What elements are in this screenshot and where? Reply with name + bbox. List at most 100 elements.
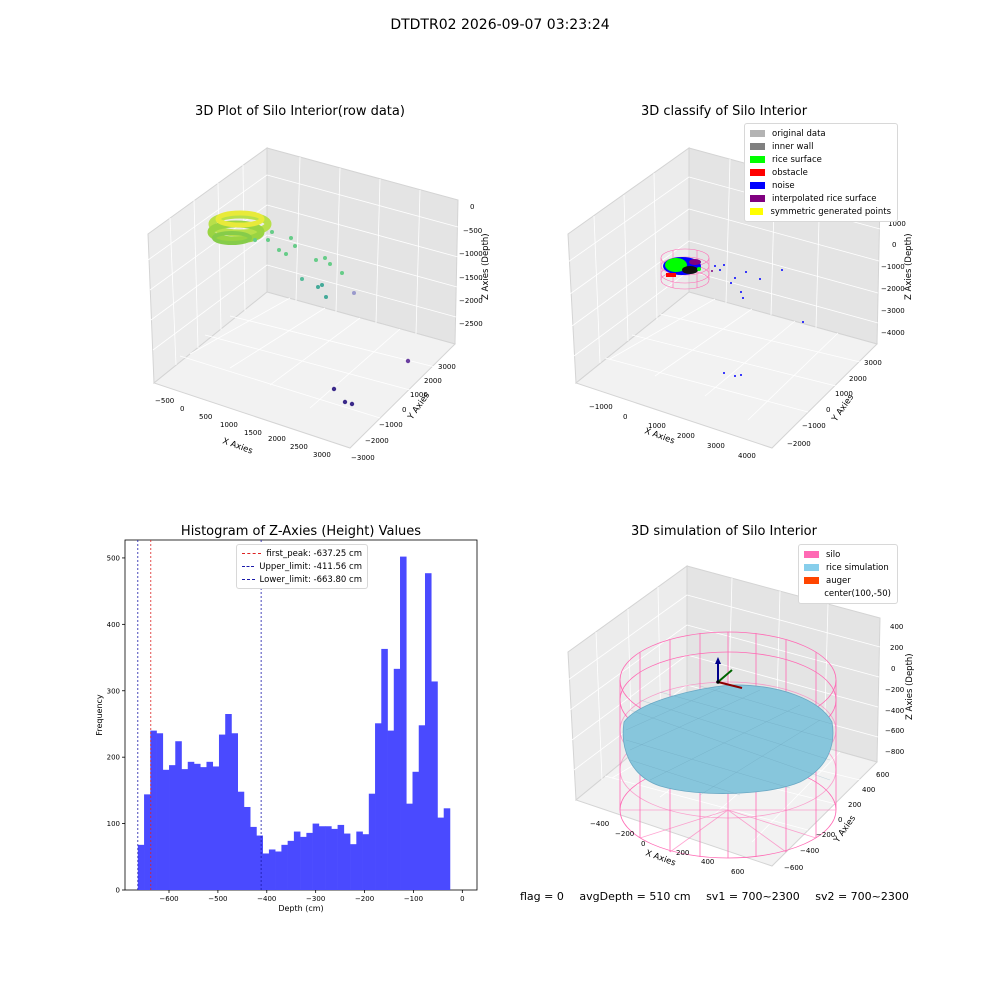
y-tick: −600 (784, 864, 803, 872)
x-tick: 200 (676, 849, 689, 857)
legend-label: center(100,-50) (824, 588, 891, 599)
x-tick: 0 (623, 413, 627, 421)
histogram-bar (393, 668, 401, 890)
legend-label: Upper_limit: -411.56 cm (259, 561, 362, 572)
legend-swatch (804, 590, 817, 597)
pane-floor (574, 291, 878, 449)
x-tick-label: −200 (355, 895, 374, 903)
histogram-bar (412, 771, 420, 890)
legend-label: noise (772, 180, 795, 191)
legend-label: auger (826, 575, 851, 586)
histogram-bar (137, 844, 145, 890)
raw-sparse-points (253, 230, 356, 299)
y-tick: 3000 (438, 363, 456, 371)
histogram-legend: first_peak: -637.25 cm Upper_limit: -411… (236, 544, 368, 589)
z-tick: −1000 (881, 263, 905, 271)
legend-entry: auger (804, 574, 891, 587)
legend-entry: first_peak: -637.25 cm (242, 547, 362, 560)
legend-swatch (750, 169, 765, 176)
y-tick: 2000 (424, 377, 442, 385)
histogram-bar (418, 725, 426, 890)
y-tick: −1000 (379, 421, 403, 429)
histogram-bar (275, 851, 282, 890)
legend-entry: Lower_limit: -663.80 cm (242, 573, 362, 586)
legend-entry: symmetric generated points (750, 205, 891, 218)
histogram-bar (156, 733, 164, 890)
x-tick-label: −400 (257, 895, 276, 903)
histogram-bar (237, 791, 245, 890)
legend-line (242, 566, 255, 567)
y-tick: 0 (402, 406, 406, 414)
z-axis-label: Z Axies (Depth) (904, 233, 914, 300)
legend-swatch (804, 564, 819, 571)
grid-lines (147, 156, 459, 419)
legend-entry: obstacle (750, 166, 891, 179)
legend-swatch (750, 143, 765, 150)
x-tick: 1000 (220, 421, 238, 429)
histogram-bar (400, 556, 407, 890)
rice-mesh (625, 685, 833, 796)
legend-swatch (804, 577, 819, 584)
auger-axes (715, 657, 743, 689)
y-tick: −2000 (365, 437, 389, 445)
y-tick: 0 (838, 816, 842, 824)
histogram-bars (137, 556, 451, 890)
x-tick: 500 (199, 413, 212, 421)
legend-swatch (750, 156, 765, 163)
histogram-bar (250, 826, 257, 890)
histogram-bar (325, 826, 332, 890)
panel4-title: 3D simulation of Silo Interior (631, 524, 817, 539)
histogram-bar (200, 767, 207, 890)
histogram-bar (181, 769, 189, 890)
histogram-bar (350, 844, 357, 890)
y-tick: 600 (876, 771, 889, 779)
x-tick: 0 (641, 840, 645, 848)
y-tick: 1000 (410, 391, 428, 399)
raw-ring-cluster (207, 210, 272, 245)
histogram-bar (318, 826, 326, 890)
legend-swatch (804, 551, 819, 558)
x-tick: −200 (615, 830, 634, 838)
grid-lines (567, 158, 881, 421)
z-tick: −1000 (459, 250, 483, 258)
y-ticks: 0 100 200 300 400 500 (107, 554, 125, 895)
legend-entry: original data (750, 127, 891, 140)
x-tick: 3000 (313, 451, 331, 459)
histogram-bar (218, 734, 226, 890)
histogram-bar (381, 648, 388, 890)
x-tick: 400 (701, 858, 714, 866)
legend-swatch (750, 195, 765, 202)
z-tick: −500 (463, 227, 482, 235)
y-tick: 400 (862, 786, 875, 794)
legend-entry: Upper_limit: -411.56 cm (242, 560, 362, 573)
legend-label: rice simulation (826, 562, 889, 573)
histogram-bar (306, 832, 313, 890)
legend-label: first_peak: -637.25 cm (266, 548, 362, 559)
x-tick: 600 (731, 868, 744, 876)
y-tick: 1000 (835, 390, 853, 398)
histogram-bar (312, 823, 320, 890)
x-tick: −1000 (589, 403, 613, 411)
status-footer: flag = 0 avgDepth = 510 cm sv1 = 700~230… (520, 890, 921, 903)
z-tick: 400 (890, 623, 903, 631)
histogram-bar (287, 840, 295, 890)
legend-line (242, 553, 262, 554)
histogram-bar (437, 817, 445, 890)
histogram-bar (225, 714, 232, 890)
panel1-title: 3D Plot of Silo Interior(row data) (195, 104, 405, 119)
histogram-bar (187, 761, 195, 890)
x-tick: 1500 (244, 429, 262, 437)
y-tick-label: 500 (107, 554, 120, 562)
y-tick-label: 0 (116, 887, 120, 895)
z-tick: −1500 (459, 274, 483, 282)
legend-swatch (750, 130, 765, 137)
legend-entry: center(100,-50) (804, 587, 891, 600)
y-tick-label: 300 (107, 687, 120, 695)
legend-entry: noise (750, 179, 891, 192)
y-tick-label: 100 (107, 820, 120, 828)
z-tick: −400 (885, 707, 904, 715)
silo-wireframe (619, 631, 837, 859)
legend-label: rice surface (772, 154, 822, 165)
histogram-bar (175, 741, 182, 890)
z-tick: 0 (470, 203, 474, 211)
